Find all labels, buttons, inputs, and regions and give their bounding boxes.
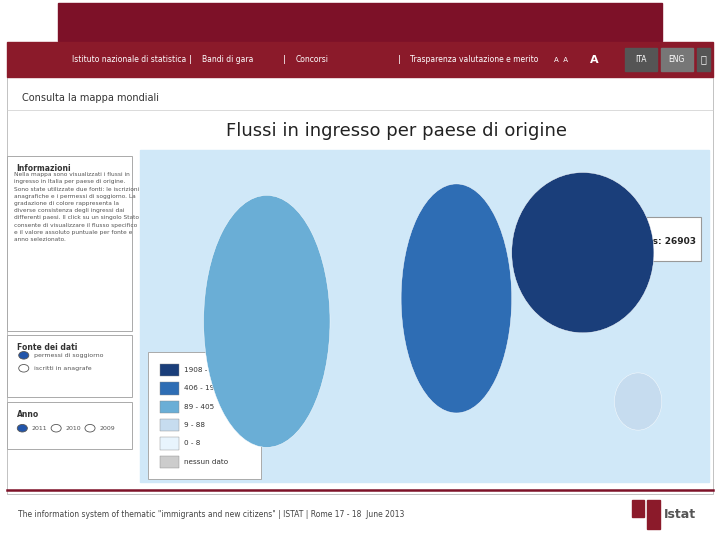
- FancyBboxPatch shape: [613, 217, 701, 261]
- FancyBboxPatch shape: [7, 402, 132, 449]
- Bar: [160, 364, 179, 376]
- Text: ENG: ENG: [669, 55, 685, 64]
- Bar: [661, 48, 693, 71]
- Text: Bandi di gara: Bandi di gara: [202, 55, 253, 64]
- Text: The information system of thematic "immigrants and new citizens" | ISTAT | Rome : The information system of thematic "immi…: [18, 510, 405, 518]
- Bar: [632, 500, 644, 517]
- FancyBboxPatch shape: [7, 156, 132, 331]
- Ellipse shape: [204, 195, 330, 447]
- Text: iscritti in anagrafe: iscritti in anagrafe: [34, 366, 91, 371]
- Text: Consulta la mappa mondiali: Consulta la mappa mondiali: [22, 93, 158, 103]
- Bar: [7, 77, 713, 494]
- Ellipse shape: [401, 184, 512, 413]
- Circle shape: [51, 424, 61, 432]
- Circle shape: [17, 424, 27, 432]
- Text: |: |: [283, 55, 286, 64]
- Text: 406 - 1907: 406 - 1907: [184, 385, 224, 392]
- Text: permessi di soggiorno: permessi di soggiorno: [34, 353, 104, 358]
- FancyBboxPatch shape: [148, 352, 261, 479]
- Text: A  A: A A: [554, 57, 573, 63]
- Circle shape: [19, 364, 29, 372]
- Bar: [160, 382, 179, 395]
- Text: Istituto nazionale di statistica: Istituto nazionale di statistica: [72, 55, 186, 64]
- Text: Istat: Istat: [664, 508, 696, 521]
- Text: Flussi in ingresso per paese di origine: Flussi in ingresso per paese di origine: [225, 122, 567, 140]
- Text: Trasparenza valutazione e merito: Trasparenza valutazione e merito: [410, 55, 539, 64]
- Text: Anno: Anno: [17, 410, 39, 419]
- Text: |: |: [189, 55, 192, 64]
- Text: Fonte dei dati: Fonte dei dati: [17, 343, 77, 353]
- Text: 9 - 88: 9 - 88: [184, 422, 205, 428]
- FancyBboxPatch shape: [7, 335, 132, 397]
- Bar: [160, 419, 179, 431]
- Text: Informazioni: Informazioni: [17, 164, 71, 173]
- Text: Concorsi: Concorsi: [295, 55, 328, 64]
- Bar: [697, 48, 710, 71]
- Text: 2010: 2010: [66, 426, 81, 431]
- Bar: [140, 150, 709, 482]
- Bar: [160, 456, 179, 468]
- Text: Flussos: 26903: Flussos: 26903: [620, 237, 696, 246]
- Text: Nella mappa sono visualizzati i flussi in
ingresso in Italia per paese di origin: Nella mappa sono visualizzati i flussi i…: [14, 172, 140, 242]
- Ellipse shape: [614, 373, 662, 430]
- Text: ITA: ITA: [635, 55, 647, 64]
- Text: 0 - 8: 0 - 8: [184, 440, 201, 447]
- Text: |: |: [398, 55, 401, 64]
- Bar: [160, 401, 179, 413]
- Bar: [160, 437, 179, 450]
- Circle shape: [19, 352, 29, 359]
- Text: nessun dato: nessun dato: [184, 458, 228, 465]
- Text: 89 - 405: 89 - 405: [184, 403, 215, 410]
- Text: A: A: [590, 55, 599, 65]
- Text: ⎙: ⎙: [701, 55, 706, 65]
- Bar: [647, 500, 660, 529]
- Circle shape: [85, 424, 95, 432]
- Text: Cina: Cina: [620, 224, 637, 233]
- Text: 2009: 2009: [99, 426, 115, 431]
- Bar: [7, 42, 713, 77]
- Ellipse shape: [512, 172, 654, 333]
- Text: 1908 - 31000: 1908 - 31000: [184, 367, 233, 373]
- Bar: [58, 3, 662, 40]
- Text: 2011: 2011: [32, 426, 48, 431]
- Bar: [625, 48, 657, 71]
